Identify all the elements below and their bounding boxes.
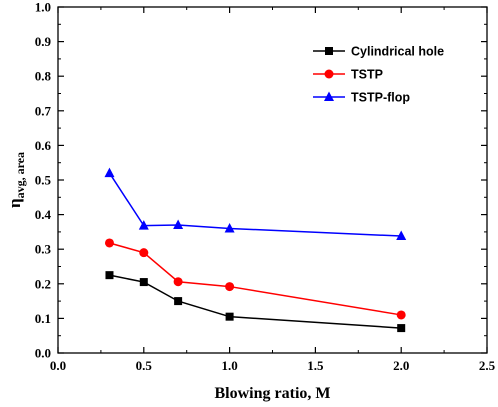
- x-tick-label: 2.5: [479, 358, 496, 373]
- axis-ticks: [57, 6, 488, 354]
- y-tick-label: 0.6: [35, 138, 52, 153]
- legend-label: TSTP-flop: [351, 91, 410, 105]
- tick-labels: 0.0 0.5 1.0 1.5 2.0 2.5 0.0 0.1 0.2 0.3 0.4 0.5 0.6 0…: [35, 0, 496, 373]
- plot-frame: [57, 6, 488, 354]
- data-point: [173, 219, 184, 229]
- data-point: [397, 324, 406, 333]
- legend-item: Cylindrical hole: [313, 45, 444, 59]
- y-axis-title-main: η: [5, 198, 24, 208]
- data-point: [396, 310, 406, 320]
- x-tick-label: 0.0: [50, 358, 66, 373]
- y-axis-title: ηavg, area: [5, 152, 27, 208]
- series-0: [105, 271, 406, 333]
- data-point: [225, 312, 234, 321]
- series-layer: [104, 167, 407, 333]
- y-tick-label: 0.5: [35, 173, 52, 188]
- y-tick-label: 0.8: [35, 69, 52, 84]
- legend-label: TSTP: [351, 68, 383, 82]
- y-tick-label: 1.0: [35, 0, 51, 15]
- legend-item: TSTP-flop: [313, 91, 410, 105]
- data-point: [225, 282, 235, 292]
- series-1: [104, 238, 406, 320]
- data-point: [174, 297, 183, 306]
- data-point: [224, 222, 235, 233]
- data-point: [104, 167, 115, 178]
- data-point: [396, 230, 407, 241]
- data-point: [139, 248, 149, 258]
- series-line: [108, 172, 402, 237]
- legend-item: TSTP: [313, 68, 383, 82]
- data-point: [138, 220, 149, 230]
- series-line: [109, 242, 402, 316]
- data-point: [173, 277, 183, 287]
- series-2: [104, 167, 407, 241]
- series-line: [109, 274, 402, 329]
- x-tick-label: 1.5: [307, 358, 324, 373]
- data-point: [104, 238, 114, 248]
- y-tick-label: 0.7: [35, 103, 52, 118]
- y-tick-label: 0.1: [35, 311, 51, 326]
- y-tick-label: 0.0: [35, 346, 51, 361]
- legend-marker: [325, 47, 333, 55]
- x-tick-label: 0.5: [136, 358, 153, 373]
- y-tick-label: 0.3: [35, 242, 52, 257]
- x-tick-label: 2.0: [393, 358, 409, 373]
- legend: Cylindrical hole TSTP TSTP-flop: [313, 45, 444, 105]
- data-point: [105, 271, 114, 280]
- legend-marker: [324, 91, 334, 101]
- x-axis-title: Blowing ratio, M: [215, 385, 331, 402]
- legend-label: Cylindrical hole: [351, 45, 444, 59]
- x-tick-label: 1.0: [221, 358, 237, 373]
- data-point: [139, 278, 148, 287]
- legend-marker: [324, 69, 334, 79]
- y-tick-label: 0.2: [35, 276, 51, 291]
- y-axis-title-sub: avg, area: [13, 152, 27, 198]
- y-tick-label: 0.9: [35, 34, 52, 49]
- y-tick-label: 0.4: [35, 207, 52, 222]
